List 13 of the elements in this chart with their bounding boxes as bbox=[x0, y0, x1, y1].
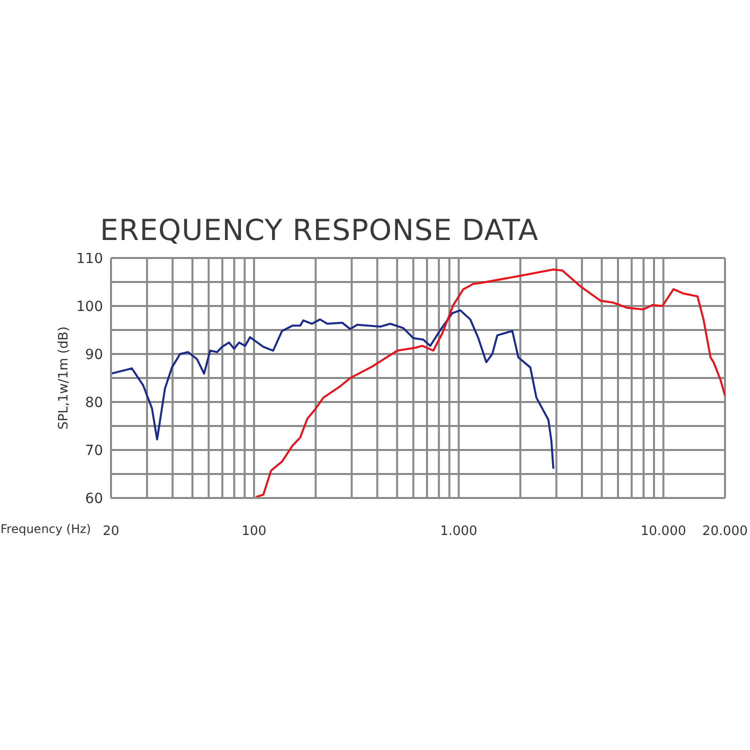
x-tick-label: 1.000 bbox=[440, 524, 478, 540]
y-tick-label: 80 bbox=[85, 394, 103, 411]
x-axis-title: Frequency (Hz) bbox=[0, 522, 91, 536]
y-tick-label: 100 bbox=[76, 298, 103, 315]
x-tick-label: 20 bbox=[102, 524, 120, 540]
y-axis-title: SPL,1w/1m (dB) bbox=[56, 326, 72, 430]
x-tick-label: 20.000 bbox=[702, 524, 748, 540]
chart-title: EREQUENCY RESPONSE DATA bbox=[100, 213, 539, 247]
x-tick-label: 100 bbox=[242, 524, 266, 540]
y-tick-label: 90 bbox=[85, 346, 103, 363]
y-tick-label: 60 bbox=[85, 490, 103, 507]
x-tick-label: 10.000 bbox=[640, 524, 686, 540]
y-tick-label: 70 bbox=[85, 442, 103, 459]
